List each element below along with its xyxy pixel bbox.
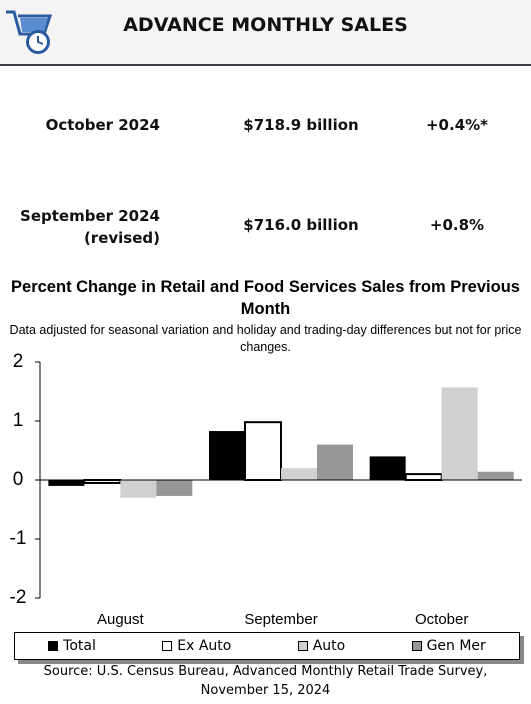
bar [244,421,282,481]
legend-swatch [48,641,59,651]
header-title: ADVANCE MONTHLY SALES [123,14,408,36]
legend-swatch [411,641,422,651]
legend: Total Ex Auto Auto Gen Mer [14,632,520,660]
sales-change: +0.4%* [425,116,488,134]
x-tick-label: September [244,611,317,628]
header: ADVANCE MONTHLY SALES [0,0,531,66]
chart-title: Percent Change in Retail and Food Servic… [11,278,520,318]
source-line: November 15, 2024 [200,683,331,698]
sales-change: +0.8% [429,216,485,234]
legend-swatch [297,641,308,651]
bar [120,480,157,498]
y-tick-label: -2 [10,587,27,608]
legend-label: Ex Auto [177,638,232,654]
period: October 2024 [46,116,160,134]
bar [317,444,353,480]
bar [281,468,317,480]
logo [6,10,53,54]
source: Source: U.S. Census Bureau, Advanced Mon… [0,662,531,700]
legend-item: Auto [297,638,346,654]
period-line: (revised) [83,229,160,247]
bar [477,471,514,480]
bar [209,431,245,480]
bar [441,387,478,480]
period: September 2024 (revised) [20,205,160,249]
legend-label: Total [63,638,96,654]
x-tick-label: October [415,611,468,628]
legend-swatch [162,641,173,651]
bar [48,480,85,486]
chart: -2 -1 0 1 2 August September October [10,351,522,628]
legend-item: Ex Auto [162,638,231,654]
x-tick-label: August [97,611,145,628]
period-line: September 2024 [20,207,160,225]
chart-subtitle: Data adjusted for seasonal variation and… [9,323,522,354]
legend-label: Auto [312,638,346,654]
legend-label: Gen Mer [426,638,486,654]
bar [156,480,193,496]
y-tick-label: 2 [13,351,24,372]
y-tick-label: -1 [10,528,27,549]
period-line: October 2024 [45,116,160,134]
y-tick-label: 1 [13,410,24,431]
y-tick-label: 0 [13,469,24,490]
sales-value: $718.9 billion [243,116,359,134]
sales-value: $716.0 billion [243,216,359,234]
bar [404,473,443,481]
source-line: Source: U.S. Census Bureau, Advanced Mon… [43,664,488,679]
legend-item: Total [48,638,96,654]
bar [369,456,406,480]
legend-item: Gen Mer [411,638,486,654]
